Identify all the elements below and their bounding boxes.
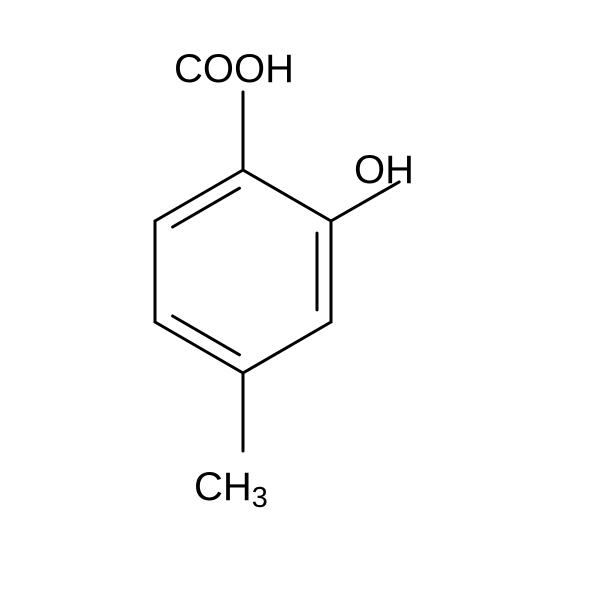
bonds-layer [155,92,399,451]
atom-label-oh: OH [354,148,414,192]
labels-layer: COOH OH CH3 [174,47,414,514]
atom-label-ch3: CH3 [194,465,268,514]
molecule-diagram: COOH OH CH3 [0,0,600,600]
atom-label-cooh: COOH [174,47,294,91]
